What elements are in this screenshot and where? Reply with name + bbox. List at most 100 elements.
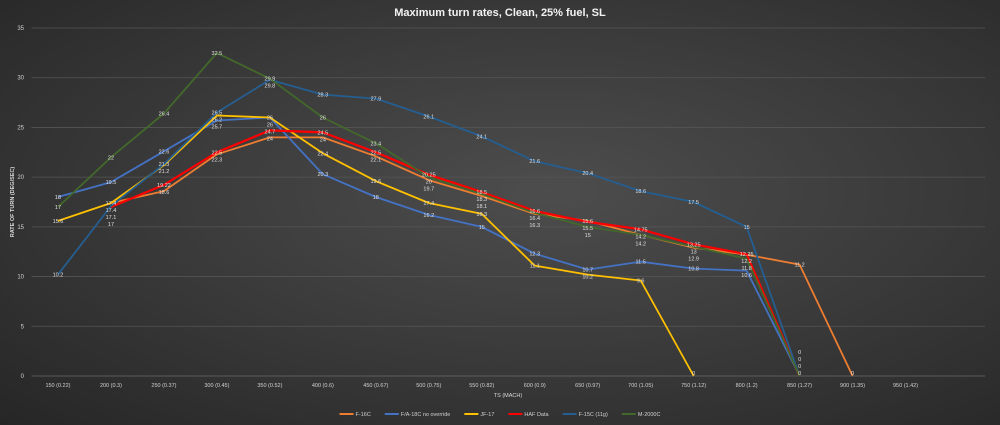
data-label: 11.8 xyxy=(741,266,751,272)
data-label: 12.3 xyxy=(529,252,540,258)
data-label: 18.6 xyxy=(159,190,170,196)
data-label: 20 xyxy=(426,180,432,186)
data-label: 11.5 xyxy=(636,260,646,266)
data-label: 26.1 xyxy=(423,115,434,121)
data-label: 15.6 xyxy=(53,219,64,225)
data-label: 16.4 xyxy=(529,216,540,222)
y-tick-label: 5 xyxy=(21,324,25,330)
data-label: 18.5 xyxy=(476,190,487,196)
data-label: 17.1 xyxy=(106,215,117,221)
data-label: 28.3 xyxy=(317,93,328,99)
x-tick-label: 150 (0.22) xyxy=(45,383,70,389)
data-label: 9.6 xyxy=(637,279,645,285)
series-line-m-2000c xyxy=(57,52,801,377)
y-tick-label: 35 xyxy=(17,26,24,32)
data-label: 17 xyxy=(55,205,61,211)
data-label: 14.2 xyxy=(635,234,646,240)
data-label: 20.4 xyxy=(582,171,593,177)
data-label: 17.4 xyxy=(106,208,117,214)
legend-entry: F-15C (11g) xyxy=(579,412,608,418)
data-label: 17.4 xyxy=(423,201,434,207)
data-label: 17.4 xyxy=(106,201,117,207)
data-label: 18 xyxy=(55,195,61,201)
data-label: 14.2 xyxy=(635,241,646,247)
x-tick-label: 800 (1.2) xyxy=(736,383,758,389)
y-tick-label: 20 xyxy=(17,175,24,181)
data-label: 18.3 xyxy=(476,197,487,203)
data-label: 10.7 xyxy=(582,268,593,274)
data-label: 22.5 xyxy=(212,150,223,156)
data-label: 0 xyxy=(798,357,801,363)
data-label: 10.2 xyxy=(53,273,64,279)
data-label: 22.3 xyxy=(212,157,223,163)
data-label: 24 xyxy=(320,137,326,143)
data-label: 24.7 xyxy=(265,130,276,136)
y-tick-label: 15 xyxy=(17,225,24,231)
data-label: 22.1 xyxy=(370,157,381,163)
data-label: 24.1 xyxy=(476,134,487,140)
data-label: 32.5 xyxy=(212,51,223,57)
data-label: 27.9 xyxy=(370,97,381,103)
data-label: 0 xyxy=(798,364,801,370)
data-label: 22.4 xyxy=(317,151,328,157)
data-label: 11.2 xyxy=(794,263,804,269)
data-label: 16.3 xyxy=(529,223,540,229)
data-label: 11.1 xyxy=(530,264,540,270)
data-label: 24.5 xyxy=(317,130,328,136)
data-label: 10.6 xyxy=(741,273,752,279)
data-label: 15.5 xyxy=(582,226,593,232)
data-label: 15 xyxy=(479,225,485,231)
x-tick-label: 750 (1.12) xyxy=(681,383,706,389)
series-lines xyxy=(57,52,854,377)
data-label: 23.4 xyxy=(370,141,381,147)
data-label: 24 xyxy=(267,137,273,143)
x-axis-ticks: 150 (0.22) 200 (0.3) 250 (0.37) 300 (0.45) 3… xyxy=(45,383,918,389)
x-tick-label: 500 (0.75) xyxy=(416,383,441,389)
data-label: 26.5 xyxy=(212,111,223,117)
data-label: 26.2 xyxy=(212,118,223,124)
x-tick-label: 300 (0.45) xyxy=(204,383,229,389)
x-tick-label: 450 (0.67) xyxy=(363,383,388,389)
data-label: 10.2 xyxy=(582,275,593,281)
legend-entry: F/A-18C no override xyxy=(401,412,451,418)
data-label: 19.5 xyxy=(106,180,117,186)
data-label: 20.25 xyxy=(422,173,436,179)
data-label: 22.6 xyxy=(159,149,170,155)
data-label: 18.1 xyxy=(476,204,487,210)
data-label: 16.3 xyxy=(476,212,487,218)
legend-entry: M-2000C xyxy=(638,412,661,418)
data-label: 12.9 xyxy=(688,256,699,262)
data-label: 15 xyxy=(744,225,750,231)
series-line-f-16c xyxy=(110,136,854,377)
data-label: 18.6 xyxy=(635,189,646,195)
legend-entry: HAF Data xyxy=(524,412,549,418)
data-label: 0 xyxy=(798,371,801,377)
data-label: 21.6 xyxy=(529,159,540,165)
x-tick-label: 600 (0.9) xyxy=(524,383,546,389)
data-label: 15.6 xyxy=(582,219,593,225)
data-label: 21.3 xyxy=(159,162,170,168)
data-label: 26.4 xyxy=(159,112,170,118)
x-tick-label: 400 (0.6) xyxy=(312,383,334,389)
data-label: 12.25 xyxy=(740,252,754,258)
data-label: 19.7 xyxy=(423,187,434,193)
series-line-haf-data xyxy=(110,129,801,377)
data-label: 0 xyxy=(798,350,801,356)
data-label: 17.5 xyxy=(688,200,699,206)
data-label: 22 xyxy=(108,155,114,161)
x-tick-label: 550 (0.82) xyxy=(469,383,494,389)
x-tick-label: 900 (1.35) xyxy=(840,383,865,389)
data-label: 26 xyxy=(320,116,326,122)
data-label: 29.9 xyxy=(265,77,276,83)
chart-title: Maximum turn rates, Clean, 25% fuel, SL xyxy=(394,7,606,19)
data-label: 19.22 xyxy=(157,183,171,189)
legend-entry: JF-17 xyxy=(480,412,494,418)
x-tick-label: 850 (1.27) xyxy=(787,383,812,389)
y-tick-label: 30 xyxy=(17,76,24,82)
data-label: 0 xyxy=(851,371,854,377)
data-label: 26 xyxy=(267,116,273,122)
data-label: 14.75 xyxy=(634,227,648,233)
x-tick-label: 250 (0.37) xyxy=(151,383,176,389)
data-label: 16.2 xyxy=(423,213,434,219)
